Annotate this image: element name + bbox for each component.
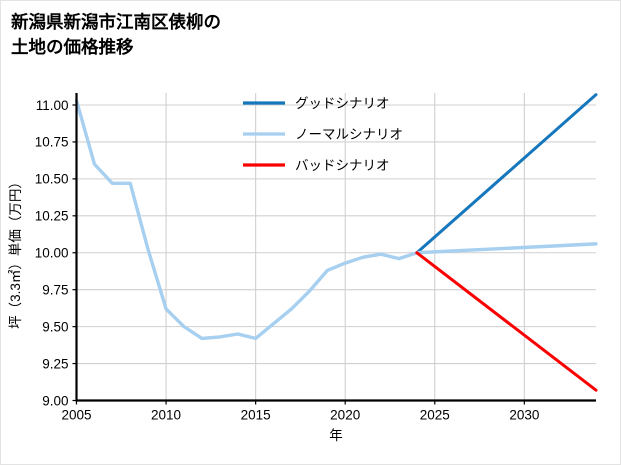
y-tick-label: 9.00 [42, 393, 68, 408]
y-tick-label: 10.25 [35, 209, 69, 224]
x-tick-label: 2005 [61, 408, 91, 423]
legend-label: グッドシナリオ [295, 96, 390, 111]
y-tick-label: 9.75 [42, 282, 68, 297]
y-tick-label: 9.50 [42, 319, 68, 334]
x-tick-label: 2030 [509, 408, 539, 423]
y-tick-label: 10.75 [35, 135, 69, 150]
x-axis-title: 年 [329, 428, 343, 443]
y-axis-title: 坪（3.3㎡）単価（万円） [8, 175, 23, 329]
chart-title: 新潟県新潟市江南区俵柳の 土地の価格推移 [11, 12, 221, 58]
y-tick-label: 11.00 [36, 98, 69, 113]
x-axis-ticks: 2005 2010 2015 2020 2025 2030 [61, 400, 539, 423]
y-axis-ticks: 9.00 9.25 9.50 9.75 10.00 10.25 10.50 10.75 11.0… [35, 98, 77, 408]
legend-label: バッドシナリオ [295, 158, 390, 173]
series-line [415, 251, 598, 392]
y-tick-label: 10.00 [35, 246, 69, 261]
series-line [415, 93, 598, 255]
legend-label: ノーマルシナリオ [295, 127, 403, 142]
y-tick-label: 10.50 [35, 172, 69, 187]
x-tick-label: 2025 [420, 408, 450, 423]
y-gridlines [76, 104, 596, 402]
series-lines [74, 93, 598, 392]
x-tick-label: 2010 [151, 408, 181, 423]
x-tick-label: 2015 [241, 408, 271, 423]
x-tick-label: 2020 [330, 408, 360, 423]
y-tick-label: 9.25 [42, 356, 68, 371]
series-line [74, 98, 598, 341]
